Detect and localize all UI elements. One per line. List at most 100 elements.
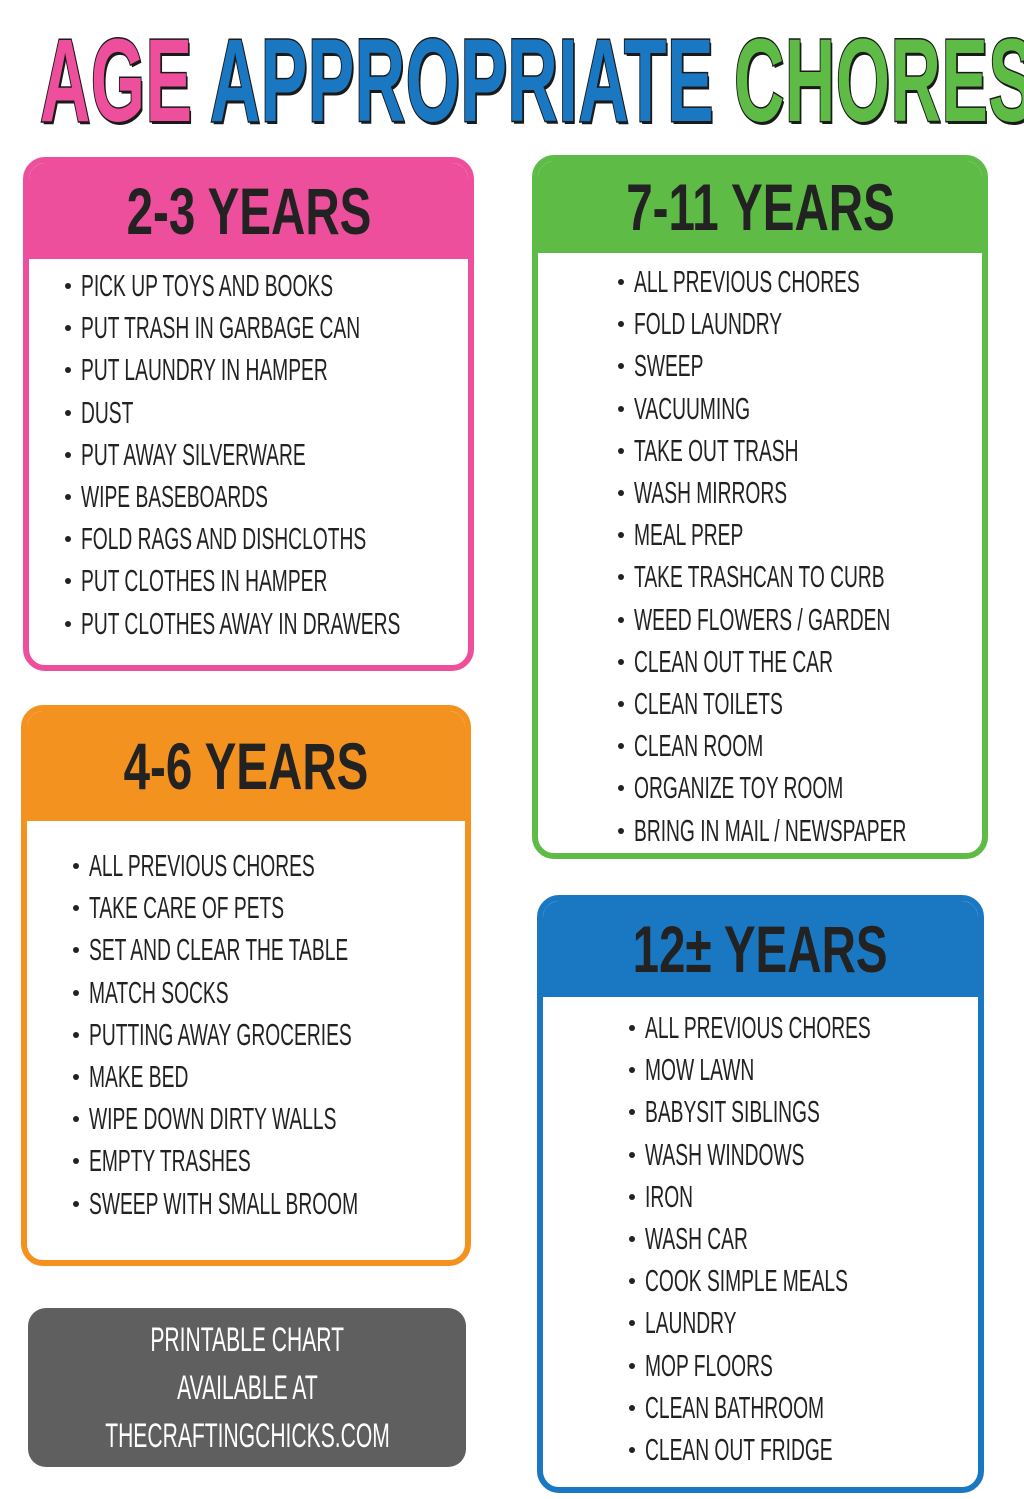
chore-item: Vacuuming xyxy=(618,388,982,430)
bullet-icon xyxy=(618,321,624,328)
chore-item: Pick up toys and books xyxy=(65,265,468,307)
chore-text: Mop floors xyxy=(645,1347,773,1383)
chore-text: Wash mirrors xyxy=(634,475,788,511)
chore-item: Fold rags and dishcloths xyxy=(65,518,468,560)
bullet-icon xyxy=(65,578,71,585)
chore-text: Babysit siblings xyxy=(645,1094,820,1130)
chore-item: Bring in mail / newspaper xyxy=(618,809,982,851)
bullet-icon xyxy=(629,1446,635,1453)
card-4-6-years: 4-6 YEARS All previous chores Take care of… xyxy=(21,705,471,1266)
bullet-icon xyxy=(65,367,71,374)
chore-text: Clean out fridge xyxy=(645,1431,833,1467)
bullet-icon xyxy=(629,1236,635,1243)
chore-text: Organize toy room xyxy=(634,770,844,806)
chore-item: Clean room xyxy=(618,725,982,767)
title-word-appropriate: APPROPRIATE xyxy=(209,15,715,147)
chore-text: All previous chores xyxy=(634,264,860,300)
bullet-icon xyxy=(65,409,71,416)
chore-item: Iron xyxy=(629,1176,978,1218)
bullet-icon xyxy=(73,905,79,912)
bullet-icon xyxy=(629,1025,635,1032)
chore-text: All previous chores xyxy=(645,1010,871,1046)
chore-item: Fold laundry xyxy=(618,303,982,345)
chore-text: Wash windows xyxy=(645,1136,805,1172)
bullet-icon xyxy=(73,989,79,996)
bullet-icon xyxy=(618,490,624,497)
chore-item: Laundry xyxy=(629,1302,978,1344)
chore-item: Babysit siblings xyxy=(629,1091,978,1133)
chore-item: Sweep with small broom xyxy=(73,1183,465,1225)
chore-item: Wash car xyxy=(629,1218,978,1260)
chore-text: Laundry xyxy=(645,1305,737,1341)
chore-text: Meal prep xyxy=(634,517,744,553)
chore-text: Match socks xyxy=(89,974,229,1010)
card-7-11-years: 7-11 YEARS All previous chores Fold laundr… xyxy=(532,155,988,859)
promo-link[interactable]: THECRAFTINGCHICKS.COM xyxy=(104,1416,390,1455)
chore-text: Iron xyxy=(645,1178,694,1214)
chore-item: Set and clear the table xyxy=(73,929,465,971)
chore-text: Cook simple meals xyxy=(645,1263,848,1299)
chore-text: Take care of pets xyxy=(89,890,285,926)
chore-item: Dust xyxy=(65,392,468,434)
chore-text: Fold rags and dishcloths xyxy=(81,521,367,557)
chore-item: Sweep xyxy=(618,345,982,387)
chore-item: Clean out the car xyxy=(618,641,982,683)
chore-item: Meal prep xyxy=(618,514,982,556)
chore-item: Putting away groceries xyxy=(73,1014,465,1056)
chore-text: Bring in mail / newspaper xyxy=(634,812,907,848)
chore-item: All previous chores xyxy=(618,261,982,303)
card-heading: 2-3 YEARS xyxy=(29,163,468,259)
promo-line: AVAILABLE AT xyxy=(176,1368,318,1407)
bullet-icon xyxy=(629,1067,635,1074)
chore-text: All previous chores xyxy=(89,848,315,884)
chore-text: Pick up toys and books xyxy=(81,268,334,304)
bullet-icon xyxy=(618,405,624,412)
bullet-icon xyxy=(618,363,624,370)
bullet-icon xyxy=(73,947,79,954)
bullet-icon xyxy=(73,1031,79,1038)
chore-text: Wash car xyxy=(645,1221,748,1257)
chore-text: Sweep with small broom xyxy=(89,1185,359,1221)
chore-item: Wash mirrors xyxy=(618,472,982,514)
chore-item: Put trash in garbage can xyxy=(65,307,468,349)
chore-text: Wipe down dirty walls xyxy=(89,1101,337,1137)
chore-item: All previous chores xyxy=(73,845,465,887)
chore-text: Mow lawn xyxy=(645,1052,755,1088)
chore-item: Take trashcan to curb xyxy=(618,556,982,598)
chore-text: Sweep xyxy=(634,348,704,384)
chore-item: Mop floors xyxy=(629,1345,978,1387)
bullet-icon xyxy=(629,1151,635,1158)
title-word-age: AGE xyxy=(39,15,193,147)
bullet-icon xyxy=(629,1193,635,1200)
chore-item: Empty trashes xyxy=(73,1140,465,1182)
bullet-icon xyxy=(629,1278,635,1285)
chore-item: Put clothes away in drawers xyxy=(65,603,468,645)
chore-list: Pick up toys and books Put trash in garba… xyxy=(29,259,468,645)
chore-text: Putting away groceries xyxy=(89,1016,352,1052)
bullet-icon xyxy=(65,536,71,543)
chore-text: Put trash in garbage can xyxy=(81,310,361,346)
card-12-plus-years: 12± YEARS All previous chores Mow lawn Baby… xyxy=(537,895,984,1493)
chore-item: Take care of pets xyxy=(73,887,465,929)
chore-item: Put away silverware xyxy=(65,434,468,476)
bullet-icon xyxy=(618,700,624,707)
chore-text: Put clothes in hamper xyxy=(81,563,328,599)
bullet-icon xyxy=(73,1200,79,1207)
chore-item: Make bed xyxy=(73,1056,465,1098)
bullet-icon xyxy=(618,532,624,539)
chore-item: All previous chores xyxy=(629,1007,978,1049)
card-2-3-years: 2-3 YEARS Pick up toys and books Put trash… xyxy=(23,157,474,671)
bullet-icon xyxy=(629,1362,635,1369)
bullet-icon xyxy=(618,279,624,286)
chore-text: Vacuuming xyxy=(634,390,751,426)
chore-text: Clean toilets xyxy=(634,685,783,721)
card-heading: 4-6 YEARS xyxy=(27,711,465,821)
chore-item: Wipe baseboards xyxy=(65,476,468,518)
chore-text: Set and clear the table xyxy=(89,932,349,968)
chore-item: Take out trash xyxy=(618,430,982,472)
chore-text: Clean out the car xyxy=(634,643,834,679)
bullet-icon xyxy=(73,863,79,870)
chore-item: Wash windows xyxy=(629,1134,978,1176)
chore-text: Wipe baseboards xyxy=(81,479,268,515)
